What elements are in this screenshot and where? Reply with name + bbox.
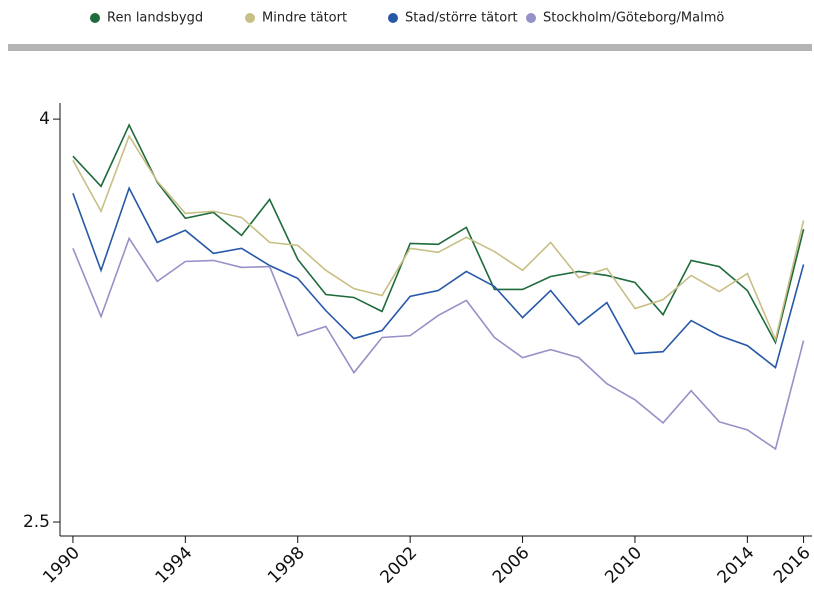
y-tick-label: 2.5 — [23, 512, 50, 532]
series-line — [72, 186, 805, 369]
x-tick-label: 2016 — [770, 543, 814, 588]
x-tick-label: 1998 — [264, 543, 309, 588]
x-tick-label: 1994 — [152, 543, 197, 588]
x-tick-label: 2006 — [489, 543, 534, 588]
y-tick-label: 4 — [39, 109, 50, 129]
header-bar — [8, 44, 812, 51]
series-line — [72, 236, 805, 451]
legend-swatch — [526, 13, 536, 23]
legend-swatch — [388, 13, 398, 23]
x-tick-label: 1990 — [39, 543, 84, 588]
x-tick-label: 2010 — [601, 543, 646, 588]
legend-swatch — [245, 13, 255, 23]
x-tick-label: 2014 — [714, 543, 759, 588]
legend-label: Ren landsbygd — [107, 11, 203, 26]
legend-swatch — [90, 13, 100, 23]
series-line — [72, 123, 805, 345]
legend-label: Mindre tätort — [262, 11, 347, 26]
legend-label: Stad/större tätort — [405, 11, 518, 26]
series-line — [72, 134, 805, 343]
x-tick-label: 2002 — [376, 543, 421, 588]
legend-label: Stockholm/Göteborg/Malmö — [543, 11, 724, 26]
